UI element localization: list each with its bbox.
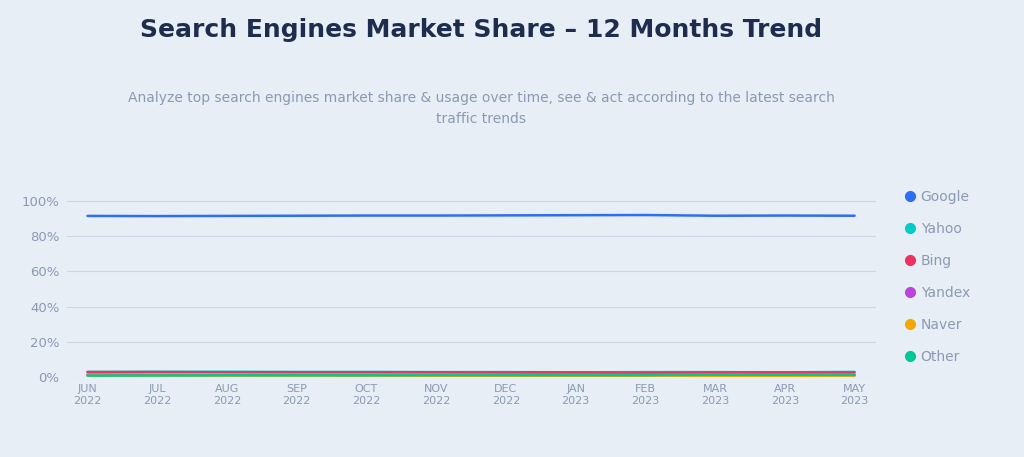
Text: Analyze top search engines market share & usage over time, see & act according t: Analyze top search engines market share … bbox=[128, 91, 835, 126]
Legend: Google, Yahoo, Bing, Yandex, Naver, Other: Google, Yahoo, Bing, Yandex, Naver, Othe… bbox=[906, 190, 970, 364]
Text: Search Engines Market Share – 12 Months Trend: Search Engines Market Share – 12 Months … bbox=[140, 18, 822, 43]
